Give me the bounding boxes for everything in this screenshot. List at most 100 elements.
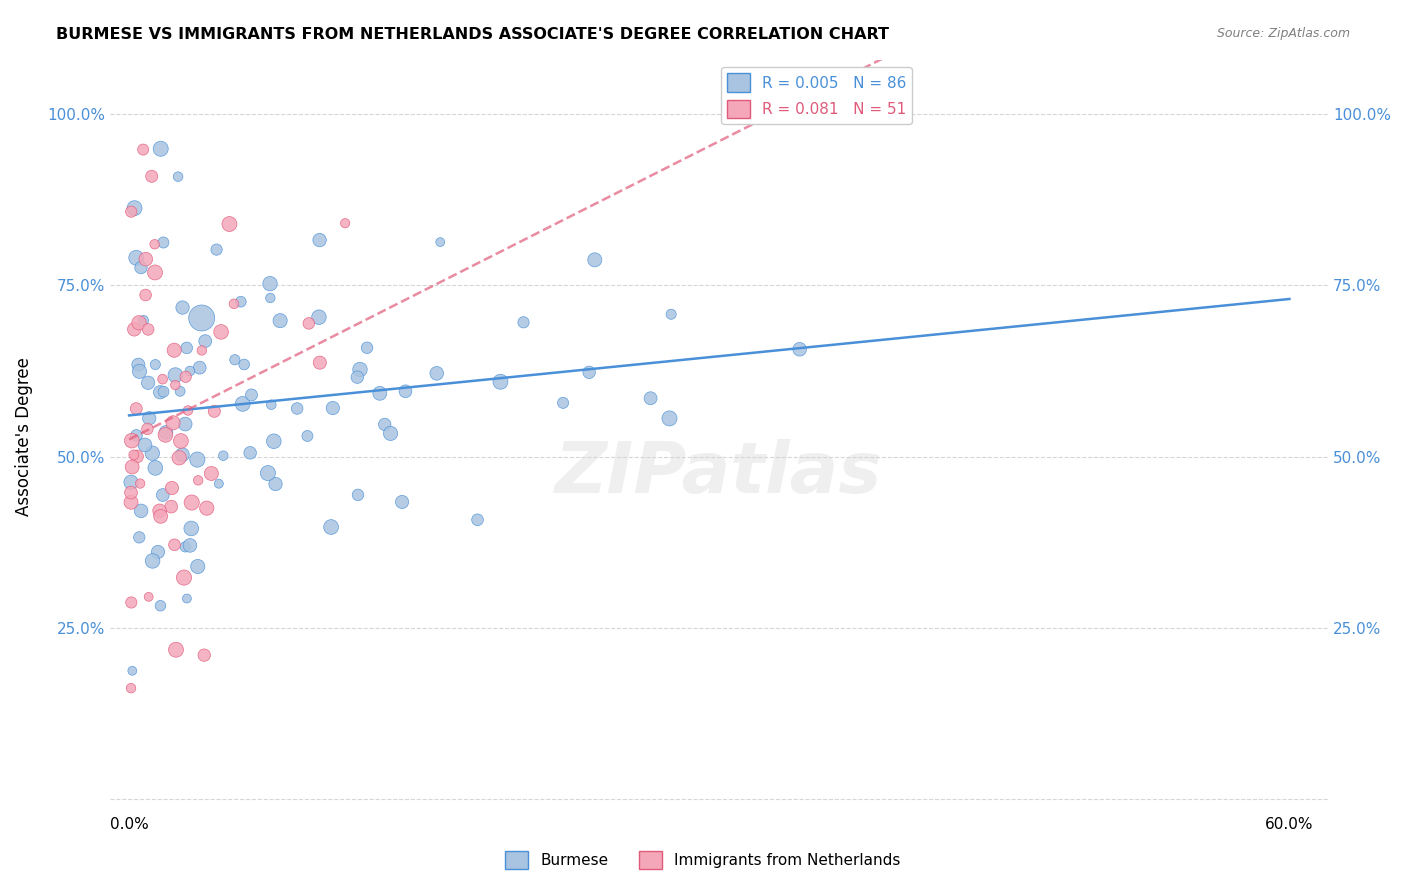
Immigrants from Netherlands (165, 642, 187, 657)
Immigrants from Netherlands (180, 495, 202, 509)
Burmese (349, 362, 371, 376)
Y-axis label: Associate's Degree: Associate's Degree (15, 357, 32, 516)
Burmese (240, 388, 263, 402)
Burmese (155, 425, 177, 440)
Immigrants from Netherlands (187, 474, 209, 488)
Immigrants from Netherlands (160, 481, 183, 495)
Burmese (120, 475, 142, 490)
Burmese (263, 434, 285, 449)
Burmese (194, 334, 217, 348)
Burmese (149, 599, 172, 613)
Burmese (188, 360, 211, 375)
Burmese (356, 341, 378, 355)
Immigrants from Netherlands (121, 434, 143, 448)
Burmese (169, 384, 191, 399)
Burmese (174, 417, 197, 431)
Legend: R = 0.005   N = 86, R = 0.081   N = 51: R = 0.005 N = 86, R = 0.081 N = 51 (720, 67, 912, 124)
Immigrants from Netherlands (132, 143, 155, 157)
Burmese (789, 343, 811, 357)
Burmese (308, 233, 330, 247)
Burmese (152, 488, 174, 502)
Immigrants from Netherlands (173, 570, 195, 584)
Immigrants from Netherlands (193, 648, 215, 662)
Burmese (125, 251, 148, 265)
Immigrants from Netherlands (152, 372, 174, 386)
Burmese (129, 260, 152, 275)
Immigrants from Netherlands (167, 450, 190, 465)
Burmese (259, 291, 281, 305)
Burmese (658, 411, 681, 425)
Immigrants from Netherlands (163, 343, 186, 358)
Immigrants from Netherlands (122, 322, 145, 336)
Immigrants from Netherlands (143, 237, 166, 252)
Burmese (297, 429, 319, 443)
Burmese (512, 315, 534, 329)
Immigrants from Netherlands (202, 404, 225, 418)
Burmese (578, 365, 600, 379)
Immigrants from Netherlands (155, 428, 177, 442)
Burmese (186, 452, 208, 467)
Burmese (347, 488, 370, 502)
Burmese (172, 448, 194, 462)
Immigrants from Netherlands (122, 448, 145, 462)
Immigrants from Netherlands (136, 322, 159, 336)
Burmese (136, 376, 159, 390)
Burmese (467, 513, 489, 527)
Immigrants from Netherlands (120, 681, 142, 695)
Burmese (179, 538, 201, 552)
Burmese (391, 495, 413, 509)
Burmese (232, 397, 254, 411)
Burmese (165, 368, 187, 383)
Burmese (121, 664, 143, 678)
Burmese (138, 411, 160, 425)
Burmese (368, 386, 391, 401)
Burmese (259, 277, 281, 291)
Burmese (129, 504, 152, 518)
Immigrants from Netherlands (136, 422, 159, 436)
Burmese (394, 384, 416, 399)
Burmese (489, 375, 512, 389)
Burmese (257, 466, 280, 480)
Burmese (346, 370, 368, 384)
Immigrants from Netherlands (149, 509, 172, 524)
Immigrants from Netherlands (121, 460, 143, 475)
Burmese (319, 520, 342, 534)
Burmese (308, 310, 330, 325)
Burmese (322, 401, 344, 415)
Immigrants from Netherlands (128, 316, 150, 330)
Burmese (426, 367, 449, 381)
Burmese (269, 314, 291, 328)
Burmese (239, 446, 262, 460)
Burmese (429, 235, 451, 249)
Burmese (128, 530, 150, 544)
Immigrants from Netherlands (160, 500, 183, 514)
Immigrants from Netherlands (143, 265, 166, 279)
Legend: Burmese, Immigrants from Netherlands: Burmese, Immigrants from Netherlands (499, 845, 907, 875)
Immigrants from Netherlands (120, 485, 142, 500)
Burmese (152, 235, 174, 250)
Burmese (224, 352, 246, 367)
Burmese (212, 449, 235, 463)
Burmese (190, 310, 212, 325)
Burmese (128, 364, 150, 378)
Immigrants from Netherlands (174, 369, 197, 384)
Immigrants from Netherlands (333, 216, 356, 230)
Immigrants from Netherlands (135, 288, 157, 302)
Immigrants from Netherlands (141, 169, 163, 184)
Immigrants from Netherlands (218, 217, 240, 231)
Burmese (187, 559, 209, 574)
Immigrants from Netherlands (165, 378, 187, 392)
Burmese (260, 398, 283, 412)
Burmese (132, 313, 155, 327)
Immigrants from Netherlands (163, 538, 186, 552)
Burmese (141, 446, 163, 460)
Burmese (146, 545, 169, 559)
Burmese (551, 396, 574, 410)
Immigrants from Netherlands (120, 495, 142, 509)
Burmese (124, 201, 146, 215)
Burmese (143, 358, 166, 372)
Immigrants from Netherlands (222, 297, 245, 311)
Immigrants from Netherlands (135, 252, 157, 267)
Immigrants from Netherlands (209, 325, 232, 339)
Text: Source: ZipAtlas.com: Source: ZipAtlas.com (1216, 27, 1350, 40)
